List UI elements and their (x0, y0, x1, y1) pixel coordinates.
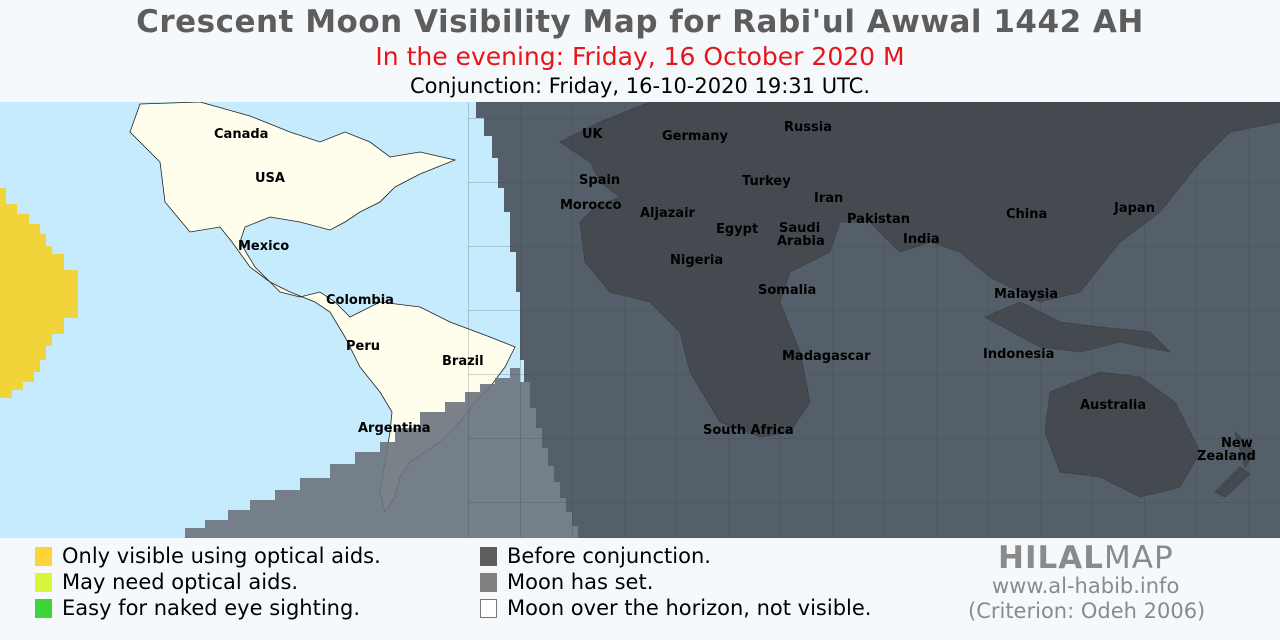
legend-label: Moon has set. (507, 570, 654, 594)
optical-aids-zone (0, 188, 78, 398)
hilalmap-logo: HILALMAP (998, 540, 1174, 576)
legend-swatch-green (35, 598, 52, 618)
legend-label: Only visible using optical aids. (62, 544, 381, 568)
logo-light: MAP (1103, 540, 1174, 576)
label-morocco: Morocco (560, 198, 622, 213)
legend-swatch-dark-gray (480, 546, 497, 566)
label-germany: Germany (662, 129, 728, 144)
label-nigeria: Nigeria (670, 253, 724, 268)
label-saudi: Saudi (779, 221, 821, 236)
label-india: India (903, 232, 940, 247)
label-madagascar: Madagascar (782, 349, 871, 364)
label-iran: Iran (814, 191, 844, 206)
legend-label: Moon over the horizon, not visible. (507, 596, 872, 620)
legend-label: Before conjunction. (507, 544, 711, 568)
visibility-map: Canada USA Mexico Colombia Peru Brazil A… (0, 101, 1280, 538)
label-china: China (1006, 207, 1048, 222)
label-colombia: Colombia (326, 293, 394, 308)
legend-may-need-optical: May need optical aids. (35, 570, 298, 594)
label-aljazair: Aljazair (640, 206, 695, 221)
label-arabia: Arabia (777, 234, 825, 249)
label-south-africa: South Africa (703, 423, 794, 438)
label-egypt: Egypt (716, 222, 759, 237)
logo-bold: HILAL (998, 540, 1104, 576)
label-spain: Spain (579, 173, 621, 188)
legend-swatch-lime (35, 572, 52, 592)
legend-swatch-yellow (35, 546, 52, 566)
label-new: New (1221, 436, 1253, 451)
legend-optical-only: Only visible using optical aids. (35, 544, 381, 568)
website-link[interactable]: www.al-habib.info (992, 574, 1180, 598)
conjunction-time: Conjunction: Friday, 16-10-2020 19:31 UT… (409, 74, 870, 98)
label-australia: Australia (1080, 398, 1147, 413)
legend-label: May need optical aids. (62, 570, 299, 594)
label-argentina: Argentina (358, 421, 431, 436)
map-title: Crescent Moon Visibility Map for Rabi'ul… (136, 4, 1144, 40)
evening-date: In the evening: Friday, 16 October 2020 … (375, 42, 905, 71)
grid-lines (468, 102, 1280, 538)
label-malaysia: Malaysia (994, 287, 1058, 302)
legend-label: Easy for naked eye sighting. (62, 596, 360, 620)
legend-naked-eye: Easy for naked eye sighting. (35, 596, 360, 620)
label-indonesia: Indonesia (983, 347, 1055, 362)
label-russia: Russia (784, 120, 832, 135)
legend-swatch-gray (480, 572, 497, 592)
legend-before-conjunction: Before conjunction. (480, 544, 711, 568)
label-japan: Japan (1114, 201, 1155, 216)
criterion-note: (Criterion: Odeh 2006) (968, 599, 1206, 623)
map-canvas (0, 101, 1280, 538)
label-somalia: Somalia (758, 283, 817, 298)
legend-moon-set: Moon has set. (480, 570, 653, 594)
legend-not-visible: Moon over the horizon, not visible. (480, 596, 871, 620)
label-mexico: Mexico (238, 239, 290, 254)
legend-swatch-white (480, 598, 497, 618)
label-peru: Peru (346, 339, 381, 354)
label-zealand: Zealand (1197, 449, 1256, 464)
label-usa: USA (255, 171, 285, 186)
label-brazil: Brazil (442, 354, 484, 369)
label-canada: Canada (214, 127, 269, 142)
label-pakistan: Pakistan (847, 212, 911, 227)
label-turkey: Turkey (742, 174, 791, 189)
label-uk: UK (582, 127, 603, 142)
